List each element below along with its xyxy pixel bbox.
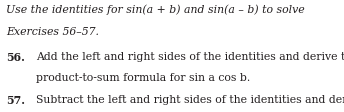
- Text: 56.: 56.: [6, 52, 25, 62]
- Text: product-to-sum formula for sin a cos b.: product-to-sum formula for sin a cos b.: [36, 73, 250, 83]
- Text: Subtract the left and right sides of the identities and derive: Subtract the left and right sides of the…: [36, 95, 344, 105]
- Text: Exercises 56–57.: Exercises 56–57.: [6, 27, 99, 37]
- Text: Add the left and right sides of the identities and derive the: Add the left and right sides of the iden…: [36, 52, 344, 61]
- Text: Use the identities for sin(a + b) and sin(a – b) to solve: Use the identities for sin(a + b) and si…: [6, 4, 305, 15]
- Text: 57.: 57.: [6, 95, 25, 106]
